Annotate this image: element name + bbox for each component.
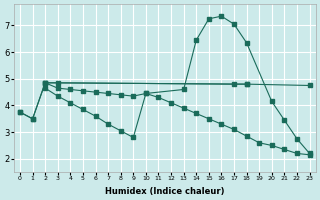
X-axis label: Humidex (Indice chaleur): Humidex (Indice chaleur) (105, 187, 225, 196)
